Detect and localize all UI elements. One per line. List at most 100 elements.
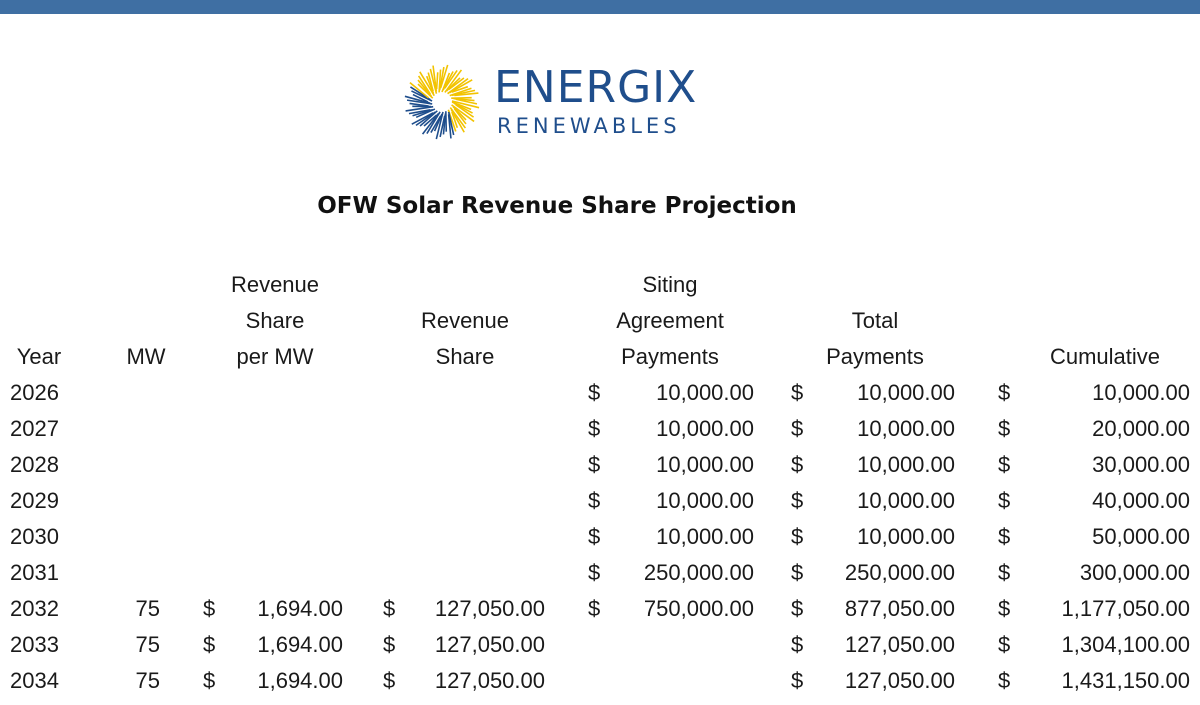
year-cell: 2028 [10, 452, 59, 477]
brand-subtitle: RENEWABLES [497, 114, 681, 138]
siting-value: 10,000.00 [656, 416, 754, 441]
sun-ray [444, 69, 463, 93]
rev-per-mw-value: 1,694.00 [257, 668, 343, 693]
cumulative-value: 10,000.00 [1092, 380, 1190, 405]
cumulative-value: 300,000.00 [1079, 560, 1190, 585]
sun-ray [448, 77, 465, 91]
currency-symbol: $ [791, 632, 804, 657]
year-cell: 2026 [10, 380, 59, 405]
currency-symbol: $ [998, 632, 1011, 657]
sun-ray [451, 85, 469, 93]
sun-ray [432, 65, 438, 92]
rev-per-mw-value: 1,694.00 [257, 632, 343, 657]
sun-ray [450, 109, 465, 133]
mw-cell: 75 [135, 668, 160, 693]
rev-share-value: 127,050.00 [434, 632, 545, 657]
sunburst-icon [404, 64, 480, 140]
sun-ray [408, 108, 431, 115]
sun-ray [430, 115, 442, 133]
sun-ray [404, 95, 431, 104]
cumulative-value: 1,431,150.00 [1061, 668, 1190, 693]
header-rev-share-per-mw-line: per MW [236, 344, 314, 369]
sun-ray [454, 92, 479, 97]
siting-value: 750,000.00 [643, 596, 754, 621]
currency-symbol: $ [791, 560, 804, 585]
sun-ray [405, 105, 434, 112]
header-rev-share-line: Revenue [420, 308, 510, 333]
sun-ray [423, 114, 438, 127]
currency-symbol: $ [998, 380, 1011, 405]
currency-symbol: $ [588, 416, 601, 441]
total-value: 10,000.00 [857, 488, 955, 513]
header-siting-line: Payments [621, 344, 719, 369]
header-year-line: Year [16, 344, 62, 369]
year-cell: 2031 [10, 560, 59, 585]
year-cell: 2029 [10, 488, 59, 513]
header-rev-share-line: Share [435, 344, 495, 369]
currency-symbol: $ [998, 488, 1011, 513]
sun-ray [439, 115, 446, 138]
cumulative-value: 1,177,050.00 [1061, 596, 1190, 621]
rev-share-value: 127,050.00 [434, 668, 545, 693]
currency-symbol: $ [588, 380, 601, 405]
currency-symbol: $ [791, 596, 804, 621]
cumulative-value: 40,000.00 [1092, 488, 1190, 513]
year-cell: 2027 [10, 416, 59, 441]
mw-cell: 75 [135, 632, 160, 657]
mw-cell: 75 [135, 596, 160, 621]
total-value: 877,050.00 [844, 596, 955, 621]
siting-value: 10,000.00 [656, 380, 754, 405]
sun-ray [417, 75, 432, 95]
total-value: 250,000.00 [844, 560, 955, 585]
total-value: 127,050.00 [844, 632, 955, 657]
cumulative-value: 20,000.00 [1092, 416, 1190, 441]
currency-symbol: $ [791, 416, 804, 441]
year-cell: 2034 [10, 668, 59, 693]
sun-ray [421, 112, 440, 135]
total-value: 10,000.00 [857, 524, 955, 549]
header-total-line: Payments [826, 344, 924, 369]
total-value: 10,000.00 [857, 416, 955, 441]
sun-ray [439, 64, 449, 89]
header-siting-line: Agreement [616, 308, 724, 333]
sun-ray [444, 69, 458, 89]
currency-symbol: $ [383, 668, 396, 693]
currency-symbol: $ [998, 596, 1011, 621]
rev-per-mw-value: 1,694.00 [257, 596, 343, 621]
year-cell: 2032 [10, 596, 59, 621]
sun-ray [451, 100, 480, 109]
currency-symbol: $ [998, 668, 1011, 693]
cumulative-value: 1,304,100.00 [1061, 632, 1190, 657]
currency-symbol: $ [588, 524, 601, 549]
siting-value: 250,000.00 [643, 560, 754, 585]
sun-ray [427, 72, 434, 92]
sun-ray [412, 93, 429, 103]
currency-symbol: $ [791, 524, 804, 549]
currency-symbol: $ [791, 488, 804, 513]
header-total-line: Total [851, 308, 899, 333]
header-siting-line: Siting [642, 272, 698, 297]
sun-ray [419, 71, 435, 97]
currency-symbol: $ [203, 632, 216, 657]
total-value: 10,000.00 [857, 380, 955, 405]
currency-symbol: $ [998, 416, 1011, 441]
currency-symbol: $ [791, 668, 804, 693]
total-value: 127,050.00 [844, 668, 955, 693]
sun-ray [453, 108, 467, 125]
siting-value: 10,000.00 [656, 488, 754, 513]
brand-logo: ENERGIX RENEWABLES [404, 64, 714, 142]
currency-symbol: $ [588, 596, 601, 621]
currency-symbol: $ [998, 560, 1011, 585]
sun-ray [411, 112, 434, 125]
header-rev-share-per-mw-line: Revenue [230, 272, 320, 297]
sun-ray [447, 114, 452, 139]
currency-symbol: $ [203, 596, 216, 621]
header-mw-line: MW [126, 344, 166, 369]
currency-symbol: $ [203, 668, 216, 693]
siting-value: 10,000.00 [656, 452, 754, 477]
currency-symbol: $ [383, 632, 396, 657]
currency-symbol: $ [383, 596, 396, 621]
siting-value: 10,000.00 [656, 524, 754, 549]
sun-ray [449, 79, 473, 94]
sun-ray [409, 81, 430, 99]
